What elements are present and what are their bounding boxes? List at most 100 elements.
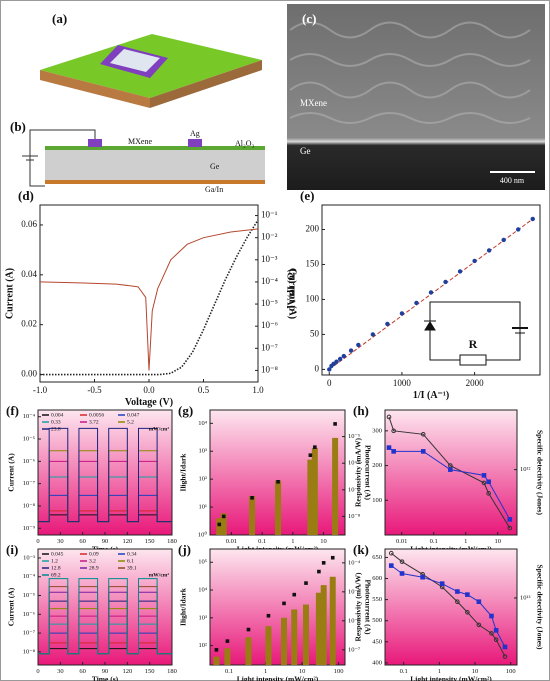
- marker: [386, 445, 392, 450]
- point: [266, 613, 271, 618]
- bar: [224, 648, 231, 665]
- marker: [493, 628, 499, 633]
- legend-label: 0.045: [51, 551, 64, 557]
- y-tick-label: 400: [372, 659, 382, 666]
- marker: [455, 599, 460, 605]
- x-tick-label: 1: [438, 668, 441, 675]
- y-tick-label: 10⁻⁴: [23, 573, 36, 580]
- legend-label: 0.0056: [89, 412, 104, 418]
- marker: [386, 414, 392, 420]
- y2-tick-label: 10⁻⁶: [261, 320, 278, 330]
- y2-axis-label: Photocurrent (A): [363, 579, 372, 635]
- x-tick-label: 1: [464, 538, 467, 545]
- marker: [465, 609, 470, 615]
- y2-tick-label: 10⁻⁴: [261, 276, 278, 286]
- marker: [507, 517, 513, 522]
- plot-frame: [209, 548, 346, 666]
- x-tick-label: 2000: [466, 378, 485, 388]
- y2-tick-label: 10⁻⁵: [348, 433, 360, 440]
- plot-frame: [384, 409, 518, 536]
- y-axis-label: Ilight/Idark: [179, 453, 188, 492]
- point: [399, 311, 405, 316]
- x-tick-label: 10: [299, 668, 306, 675]
- legend-label: 6.1: [127, 558, 134, 564]
- panel-label: (a): [52, 11, 67, 26]
- point: [282, 601, 286, 606]
- panel-label: (c): [302, 11, 316, 26]
- x-tick-label: 180: [167, 538, 177, 545]
- y-tick-label: 10⁻⁹: [23, 525, 36, 532]
- marker: [388, 550, 394, 556]
- marker: [476, 622, 482, 628]
- bar: [216, 518, 223, 535]
- series-line: [390, 552, 506, 657]
- panel-label: (h): [353, 403, 369, 418]
- legend-label: 23.8: [51, 426, 61, 432]
- x-tick-label: 0: [327, 378, 332, 388]
- marker: [486, 491, 491, 496]
- x-axis-label: Voltage (V): [125, 397, 173, 408]
- point: [214, 648, 219, 652]
- x-tick-label: 0.1: [225, 668, 233, 675]
- bar: [315, 592, 322, 665]
- panel-label: (b): [10, 119, 26, 134]
- bar: [291, 609, 298, 665]
- x-tick-label: 10: [320, 538, 327, 545]
- y-tick-label: 10³: [199, 614, 208, 621]
- series-line: [39, 228, 259, 371]
- legend-unit: mW/cm²: [149, 426, 170, 432]
- y-tick-label: 10⁻⁵: [23, 592, 35, 599]
- marker: [391, 428, 396, 434]
- point: [385, 321, 390, 327]
- x-tick-label: 0.1: [258, 538, 266, 545]
- marker: [399, 559, 405, 564]
- x-tick-label: 100: [334, 668, 344, 675]
- y2-axis-label: Specific detectivity (Jones): [535, 430, 544, 515]
- y2-tick-label: 10¹³: [520, 594, 530, 601]
- marker: [489, 631, 494, 636]
- marker: [481, 473, 487, 478]
- x-axis-label: 1/I (A⁻¹): [413, 390, 449, 401]
- point: [250, 496, 254, 500]
- plot-background: [38, 410, 172, 535]
- legend-label: 0.34: [127, 551, 137, 557]
- x-tick-label: -1.0: [33, 385, 48, 395]
- plot-frame: [321, 204, 541, 376]
- y-tick-label: 500: [372, 617, 382, 624]
- plot-background: [385, 549, 517, 665]
- point: [457, 269, 463, 274]
- resistor-label: R: [469, 337, 478, 351]
- panel-label: (g): [178, 403, 193, 418]
- x-tick-label: 30: [57, 668, 64, 675]
- bar: [265, 626, 272, 665]
- legend-label: 0.047: [127, 412, 140, 418]
- marker: [489, 613, 494, 619]
- marker: [476, 599, 482, 604]
- point: [486, 248, 492, 253]
- y2-tick-label: 10⁻²: [261, 232, 278, 242]
- x-tick-label: 60: [79, 538, 86, 545]
- x-tick-label: 100: [506, 668, 516, 675]
- x-tick-label: 90: [102, 668, 109, 675]
- y-axis-label: Ilight/Idark: [179, 587, 188, 626]
- legend-label: 3.2: [89, 558, 96, 564]
- y-tick-label: 300: [372, 427, 382, 434]
- y2-tick-label: 10⁻⁷: [348, 646, 360, 653]
- bar: [311, 448, 318, 535]
- point: [217, 522, 222, 527]
- y-tick-label: 10³: [199, 448, 208, 455]
- point: [313, 445, 317, 449]
- y-tick-label: 10⁻⁵: [23, 436, 35, 443]
- x-tick-label: 150: [145, 538, 155, 545]
- x-tick-label: 90: [102, 538, 109, 545]
- bar: [320, 585, 327, 665]
- legend-label: 69.2: [51, 572, 61, 578]
- point: [333, 422, 337, 426]
- x-tick-label: 0.0: [143, 385, 155, 395]
- point: [330, 555, 335, 560]
- legend-label: 1.2: [51, 558, 58, 564]
- y-tick-label: 0.04: [21, 269, 37, 279]
- y-tick-label: 100: [306, 294, 320, 304]
- y2-tick-label: 10⁻⁷: [348, 486, 360, 493]
